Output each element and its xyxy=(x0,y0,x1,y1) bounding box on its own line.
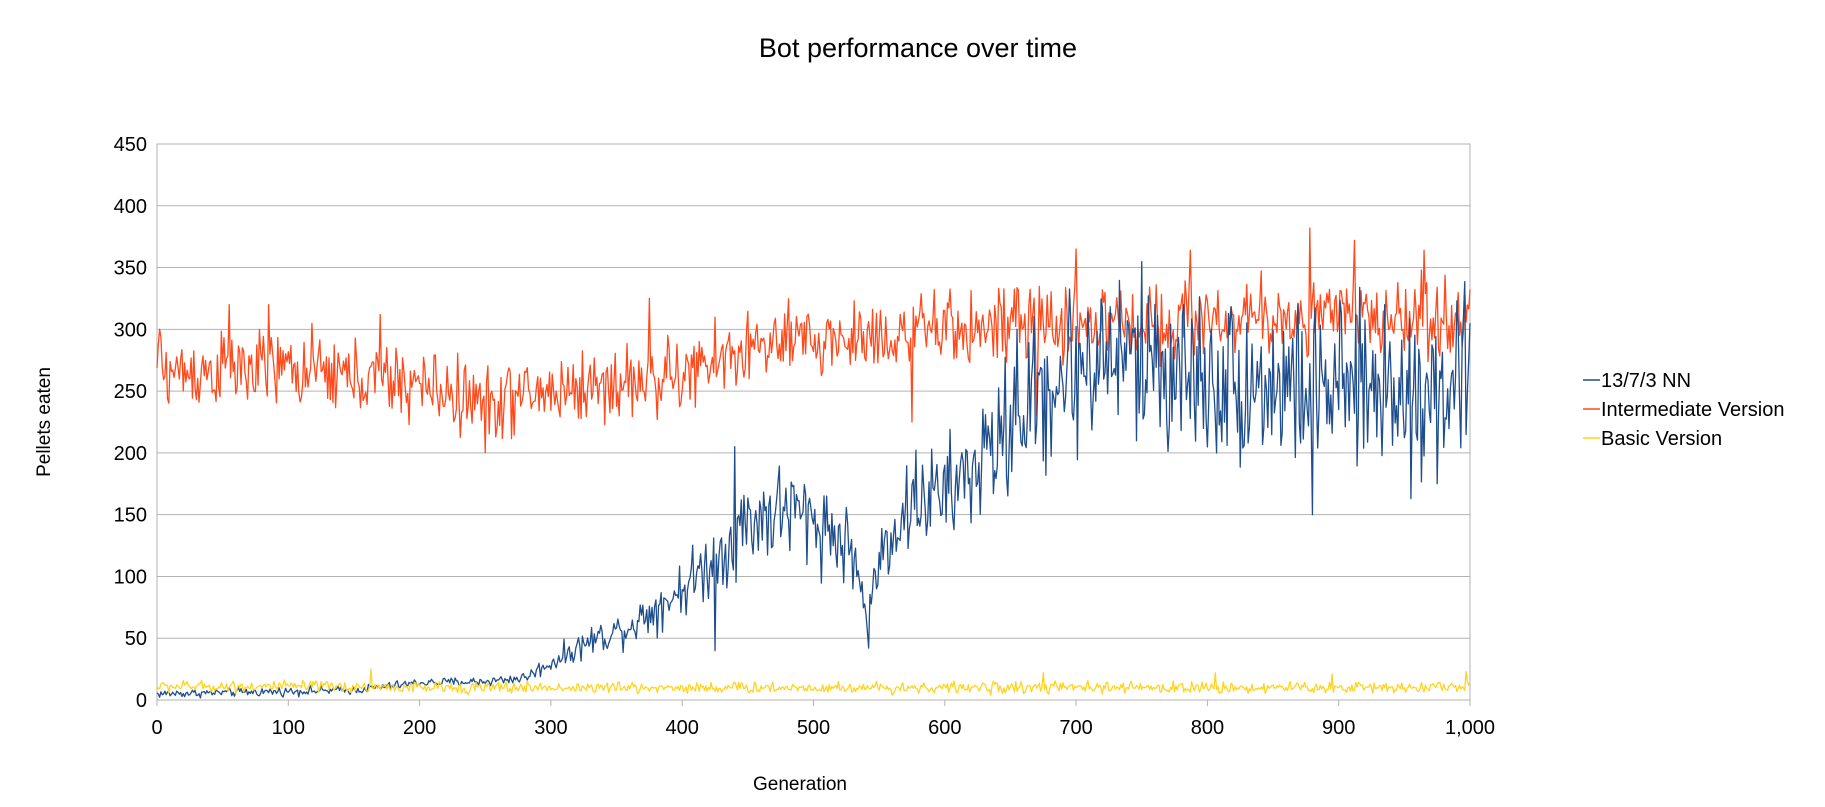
x-tick-label: 0 xyxy=(151,717,162,739)
y-tick-label: 200 xyxy=(114,443,147,465)
x-axis-label: Generation xyxy=(753,774,847,795)
series-line-1 xyxy=(156,227,1471,454)
series-line-2 xyxy=(156,668,1471,696)
x-tick-label: 700 xyxy=(1059,717,1092,739)
legend-label: Basic Version xyxy=(1601,428,1722,450)
x-tick-label: 600 xyxy=(928,717,961,739)
y-tick-label: 150 xyxy=(114,505,147,527)
y-axis-tick-labels: 0 50 100 150 200 250 300 350 400 450 xyxy=(114,134,147,712)
legend-label: 13/7/3 NN xyxy=(1601,370,1691,392)
grid-lines xyxy=(157,143,1470,701)
legend-label: Intermediate Version xyxy=(1601,399,1784,421)
x-tick-label: 900 xyxy=(1322,717,1355,739)
y-tick-label: 350 xyxy=(114,258,147,280)
x-tick-label: 500 xyxy=(797,717,830,739)
x-axis-tick-labels: 0 100 200 300 400 500 600 700 800 900 1,000 xyxy=(151,700,1495,739)
y-tick-label: 400 xyxy=(114,196,147,218)
plot-area-frame xyxy=(156,143,1471,701)
y-tick-label: 0 xyxy=(136,690,147,712)
legend: 13/7/3 NN Intermediate Version Basic Versi… xyxy=(1583,370,1784,450)
y-axis-label: Pellets eaten xyxy=(34,367,55,477)
y-tick-label: 50 xyxy=(125,628,147,650)
x-tick-label: 400 xyxy=(666,717,699,739)
y-tick-label: 300 xyxy=(114,319,147,341)
x-tick-label: 100 xyxy=(272,717,305,739)
chart-title: Bot performance over time xyxy=(759,33,1077,63)
series-lines xyxy=(156,227,1471,699)
y-tick-label: 100 xyxy=(114,566,147,588)
x-tick-label: 200 xyxy=(403,717,436,739)
x-tick-label: 300 xyxy=(534,717,567,739)
y-tick-label: 250 xyxy=(114,381,147,403)
x-tick-label: 800 xyxy=(1191,717,1224,739)
y-tick-label: 450 xyxy=(114,134,147,156)
x-tick-label: 1,000 xyxy=(1445,717,1495,739)
